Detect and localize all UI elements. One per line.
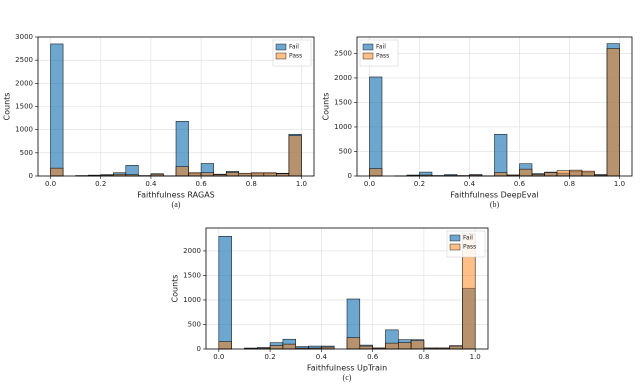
x-axis-label: Faithfulness DeepEval [450,191,538,200]
y-tick-label: 500 [339,147,352,155]
legend-label: Fail [289,44,299,51]
x-axis-label: Faithfulness UpTrain [307,364,387,373]
histogram-bar [51,168,64,176]
y-tick-label: 500 [20,149,33,157]
histogram-bar [219,236,232,349]
legend-swatch [363,53,373,59]
y-tick-label: 1500 [334,98,352,106]
y-tick-label: 500 [188,320,201,328]
caption: (b) [490,200,500,209]
histogram-bar [51,44,64,176]
histogram-bar [189,173,202,176]
x-tick-label: 1.0 [296,180,307,188]
y-tick-label: 2500 [15,56,33,64]
x-tick-label: 1.0 [470,353,481,361]
histogram-bar [289,136,302,176]
histogram-bar [270,346,283,349]
histogram-bar [370,169,383,176]
y-tick-label: 2500 [334,49,352,57]
x-tick-label: 0.2 [414,180,425,188]
legend-swatch [450,244,460,250]
histogram-bar [557,171,570,176]
y-tick-label: 2000 [15,79,33,87]
histogram-bar [347,338,360,349]
x-tick-label: 0.6 [367,353,379,361]
legend-swatch [276,44,286,50]
x-tick-label: 0.4 [464,180,476,188]
y-axis-label: Counts [322,93,331,121]
x-axis-label: Faithfulness RAGAS [137,191,215,200]
histogram-bar [370,77,383,176]
histogram-bar [360,346,373,349]
y-axis-label: Counts [3,93,12,121]
x-tick-label: 0.2 [95,180,106,188]
y-tick-label: 3000 [15,33,33,41]
histogram-bar [398,343,411,349]
y-tick-label: 1000 [183,296,201,304]
legend-swatch [363,44,373,50]
histogram-bar [570,170,583,176]
x-tick-label: 0.8 [418,353,429,361]
histogram-bar [251,173,264,176]
y-tick-label: 1000 [15,126,33,134]
x-tick-label: 0.0 [364,180,375,188]
legend-label: Fail [463,235,473,242]
x-tick-label: 1.0 [614,180,625,188]
histogram-bar [495,173,508,176]
legend-label: Pass [463,244,476,251]
x-tick-label: 0.6 [196,180,208,188]
legend-label: Fail [376,44,386,51]
x-tick-label: 0.0 [45,180,56,188]
histogram-bar [201,173,214,176]
x-tick-label: 0.4 [145,180,157,188]
y-axis-label: Counts [171,275,180,303]
caption: (a) [172,200,181,209]
x-tick-label: 0.4 [316,353,328,361]
histogram-bar [264,173,277,176]
x-tick-label: 0.8 [246,180,257,188]
histogram-bar [239,173,252,176]
histogram-bar [411,341,424,349]
y-tick-label: 0 [348,172,352,180]
y-tick-label: 1000 [334,123,352,131]
legend-swatch [276,53,286,59]
histogram-bar [495,134,508,176]
histogram-bar [219,342,232,349]
legend-swatch [450,235,460,241]
y-tick-label: 0 [197,345,201,353]
caption: (c) [343,373,352,382]
y-tick-label: 2000 [334,74,352,82]
histogram-bar [226,172,239,176]
x-tick-label: 0.8 [564,180,575,188]
y-tick-label: 0 [29,172,33,180]
histogram-bar [283,344,296,349]
legend-label: Pass [289,53,302,60]
x-tick-label: 0.0 [213,353,224,361]
histogram-bar [520,169,533,176]
x-tick-label: 0.6 [514,180,526,188]
x-tick-label: 0.2 [265,353,276,361]
histogram-bar [607,49,620,176]
legend-label: Pass [376,53,389,60]
histogram-bar [385,343,398,349]
histogram-bar [450,346,463,349]
histogram-bar [176,167,189,176]
y-tick-label: 1500 [15,103,33,111]
histogram-bar [582,171,595,176]
y-tick-label: 2000 [183,247,201,255]
y-tick-label: 1500 [183,271,201,279]
histogram-bar [545,173,558,176]
